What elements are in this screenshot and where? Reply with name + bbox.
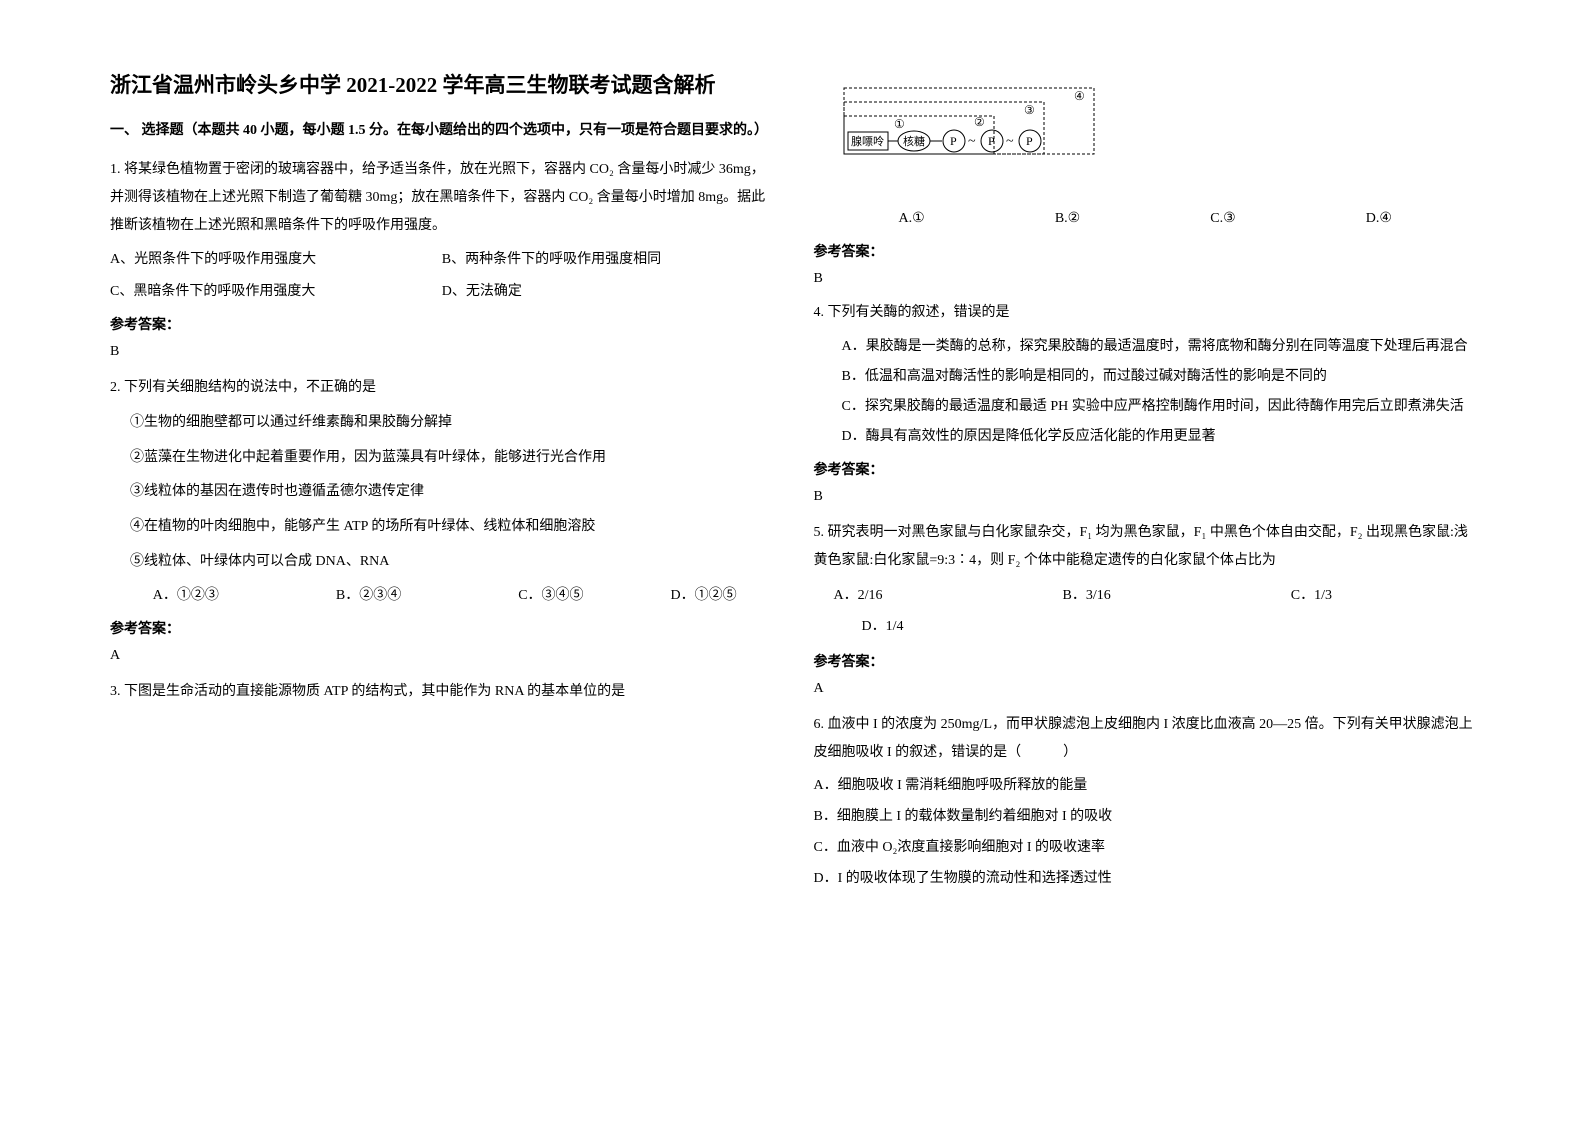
question-5: 5. 研究表明一对黑色家鼠与白化家鼠杂交，F₁ 均为黑色家鼠，F₁ 中黑色个体自…	[814, 519, 1478, 697]
q2-answer: A	[110, 648, 774, 664]
q4-optB: B．低温和高温对酶活性的影响是相同的，而过酸过碱对酶活性的影响是不同的	[814, 363, 1478, 391]
q1-answer-label: 参考答案：	[110, 314, 774, 334]
q1-options-row2: C、黑暗条件下的呼吸作用强度大 D、无法确定	[110, 278, 774, 306]
q2-s4: ④在植物的叶肉细胞中，能够产生 ATP 的场所有叶绿体、线粒体和细胞溶胶	[110, 512, 774, 543]
label4: ④	[1074, 89, 1085, 103]
q5-options-row1: A．2/16 B．3/16 C．1/3	[814, 581, 1478, 612]
q5-answer-label: 参考答案：	[814, 651, 1478, 671]
q5-options-row2: D．1/4	[814, 612, 1478, 643]
left-column: 浙江省温州市岭头乡中学 2021-2022 学年高三生物联考试题含解析 一、 选…	[90, 70, 794, 1082]
q5-optA: A．2/16	[834, 581, 883, 612]
label1: ①	[894, 117, 905, 131]
q1-optC: C、黑暗条件下的呼吸作用强度大	[110, 278, 442, 306]
atp-diagram: ④ ③ ② ① 腺嘌呤 核糖 P ~ P ~	[834, 80, 1478, 195]
q4-answer-label: 参考答案：	[814, 459, 1478, 479]
q3-optA: A.①	[899, 205, 925, 233]
section-header: 一、 选择题（本题共 40 小题，每小题 1.5 分。在每小题给出的四个选项中，…	[110, 120, 774, 142]
question-1: 1. 将某绿色植物置于密闭的玻璃容器中，给予适当条件，放在光照下，容器内 CO₂…	[110, 156, 774, 360]
q1-stem: 1. 将某绿色植物置于密闭的玻璃容器中，给予适当条件，放在光照下，容器内 CO₂…	[110, 156, 774, 240]
q5-answer: A	[814, 681, 1478, 697]
question-2: 2. 下列有关细胞结构的说法中，不正确的是 ①生物的细胞壁都可以通过纤维素酶和果…	[110, 374, 774, 664]
q6-stem: 6. 血液中 I 的浓度为 250mg/L，而甲状腺滤泡上皮细胞内 I 浓度比血…	[814, 711, 1478, 767]
q3-optD: D.④	[1366, 205, 1392, 233]
q6-optD: D．I 的吸收体现了生物膜的流动性和选择透过性	[814, 866, 1478, 891]
q2-s2: ②蓝藻在生物进化中起着重要作用，因为蓝藻具有叶绿体，能够进行光合作用	[110, 443, 774, 474]
q2-optC: C．③④⑤	[518, 588, 583, 603]
label2: ②	[974, 115, 985, 129]
q2-options: A．①②③ B．②③④ C．③④⑤ D．①②⑤	[110, 582, 774, 610]
q1-optD: D、无法确定	[442, 278, 774, 306]
atp-svg: ④ ③ ② ① 腺嘌呤 核糖 P ~ P ~	[834, 80, 1114, 190]
q5-optC: C．1/3	[1291, 581, 1332, 612]
q2-s5: ⑤线粒体、叶绿体内可以合成 DNA、RNA	[110, 547, 774, 578]
tilde2: ~	[1006, 134, 1014, 149]
q5-optB: B．3/16	[1063, 581, 1111, 612]
tilde1: ~	[968, 134, 976, 149]
adenine-text: 腺嘌呤	[851, 134, 884, 148]
right-column: ④ ③ ② ① 腺嘌呤 核糖 P ~ P ~	[794, 70, 1498, 1082]
q4-optC: C．探究果胶酶的最适温度和最适 PH 实验中应严格控制酶作用时间，因此待酶作用完…	[814, 393, 1478, 421]
q3-optB: B.②	[1055, 205, 1080, 233]
q2-s3: ③线粒体的基因在遗传时也遵循孟德尔遗传定律	[110, 477, 774, 508]
q4-optA: A．果胶酶是一类酶的总称，探究果胶酶的最适温度时，需将底物和酶分别在同等温度下处…	[814, 333, 1478, 361]
question-3-stem: 3. 下图是生命活动的直接能源物质 ATP 的结构式，其中能作为 RNA 的基本…	[110, 678, 774, 706]
q1-optB: B、两种条件下的呼吸作用强度相同	[442, 246, 774, 274]
p3: P	[1026, 134, 1033, 148]
q5-optD: D．1/4	[862, 612, 904, 643]
exam-title: 浙江省温州市岭头乡中学 2021-2022 学年高三生物联考试题含解析	[110, 70, 774, 102]
q1-answer: B	[110, 344, 774, 360]
q4-optD: D．酶具有高效性的原因是降低化学反应活化能的作用更显著	[814, 423, 1478, 451]
q6-optA: A．细胞吸收 I 需消耗细胞呼吸所释放的能量	[814, 773, 1478, 798]
q3-answer-label: 参考答案：	[814, 241, 1478, 261]
q4-stem: 4. 下列有关酶的叙述，错误的是	[814, 299, 1478, 327]
q3-stem: 3. 下图是生命活动的直接能源物质 ATP 的结构式，其中能作为 RNA 的基本…	[110, 678, 774, 706]
q5-stem: 5. 研究表明一对黑色家鼠与白化家鼠杂交，F₁ 均为黑色家鼠，F₁ 中黑色个体自…	[814, 519, 1478, 575]
q2-optA: A．①②③	[153, 588, 219, 603]
question-4: 4. 下列有关酶的叙述，错误的是 A．果胶酶是一类酶的总称，探究果胶酶的最适温度…	[814, 299, 1478, 505]
p2: P	[988, 134, 995, 148]
p1: P	[950, 134, 957, 148]
q1-options-row1: A、光照条件下的呼吸作用强度大 B、两种条件下的呼吸作用强度相同	[110, 246, 774, 274]
q3-optC: C.③	[1210, 205, 1235, 233]
q2-optB: B．②③④	[336, 588, 401, 603]
q2-stem: 2. 下列有关细胞结构的说法中，不正确的是	[110, 374, 774, 402]
question-6: 6. 血液中 I 的浓度为 250mg/L，而甲状腺滤泡上皮细胞内 I 浓度比血…	[814, 711, 1478, 892]
q1-optA: A、光照条件下的呼吸作用强度大	[110, 246, 442, 274]
q3-answer: B	[814, 271, 1478, 287]
q6-optC: C．血液中 O₂浓度直接影响细胞对 I 的吸收速率	[814, 835, 1478, 860]
label3: ③	[1024, 103, 1035, 117]
q2-answer-label: 参考答案：	[110, 618, 774, 638]
ribose-text: 核糖	[903, 134, 925, 148]
q2-optD: D．①②⑤	[671, 588, 737, 603]
q6-optB: B．细胞膜上 I 的载体数量制约着细胞对 I 的吸收	[814, 804, 1478, 829]
q3-options: A.① B.② C.③ D.④	[814, 205, 1478, 233]
q4-answer: B	[814, 489, 1478, 505]
q2-s1: ①生物的细胞壁都可以通过纤维素酶和果胶酶分解掉	[110, 408, 774, 439]
